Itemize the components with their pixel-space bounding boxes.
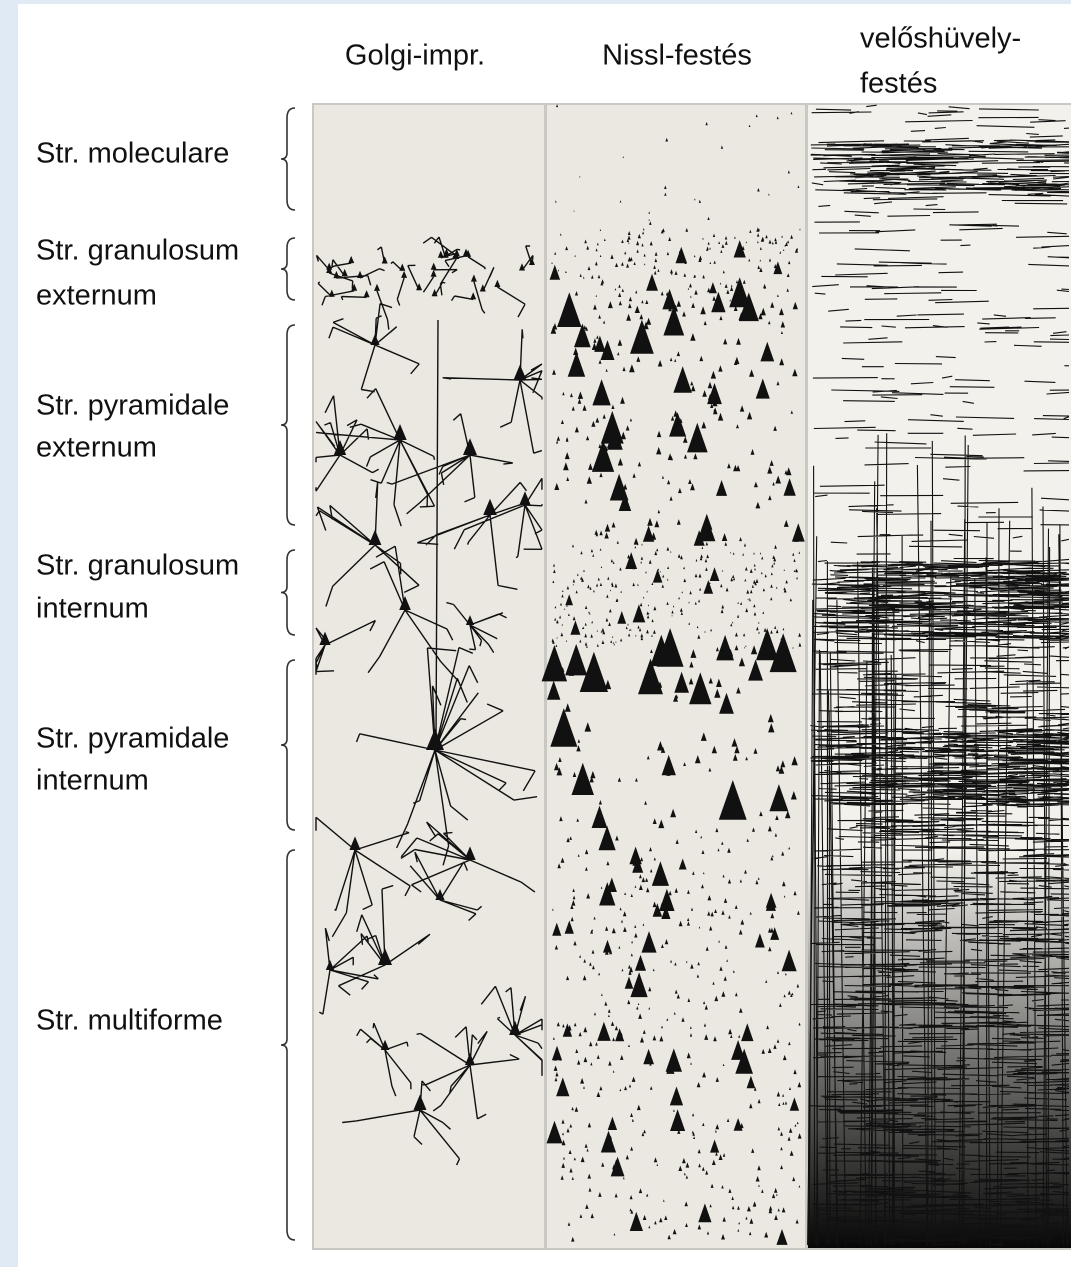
column-header: Nissl-festés bbox=[602, 40, 752, 72]
layer-label: externum bbox=[36, 280, 157, 312]
layer-label: Str. multiforme bbox=[36, 1005, 223, 1037]
layer-label: Str. granulosum bbox=[36, 550, 239, 582]
layer-label: internum bbox=[36, 765, 149, 797]
layer-label: externum bbox=[36, 432, 157, 464]
layer-label: Str. moleculare bbox=[36, 138, 229, 170]
layer-label: Str. pyramidale bbox=[36, 390, 229, 422]
layer-label: Str. granulosum bbox=[36, 235, 239, 267]
column-header: festés bbox=[860, 68, 937, 100]
layer-label: Str. pyramidale bbox=[36, 723, 229, 755]
layer-label: internum bbox=[36, 593, 149, 625]
column-header: Golgi-impr. bbox=[345, 40, 485, 72]
figure: Golgi-impr. Nissl-festés velőshüvely-festé… bbox=[0, 0, 1071, 1267]
column-header: velőshüvely- bbox=[860, 23, 1021, 55]
